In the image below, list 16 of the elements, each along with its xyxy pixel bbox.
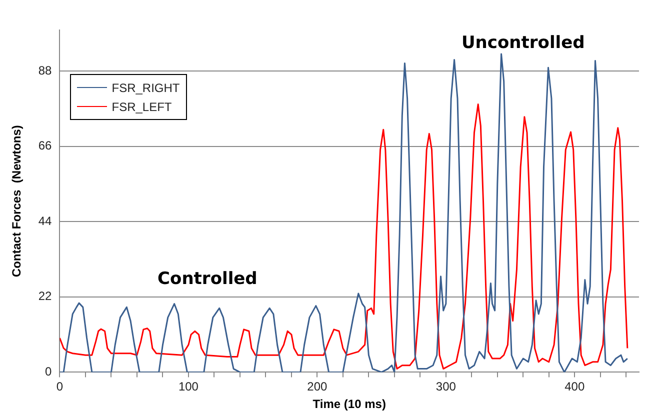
x-tick-label: 0 xyxy=(56,380,64,394)
y-tick-label: 88 xyxy=(38,63,52,78)
annotation: Uncontrolled xyxy=(461,33,585,54)
y-tick-label: 0 xyxy=(45,364,52,379)
x-tick-label: 300 xyxy=(436,380,456,394)
legend-label: FSR_LEFT xyxy=(112,100,172,114)
annotation: Controlled xyxy=(158,269,258,290)
x-axis-title: Time (10 ms) xyxy=(312,397,386,412)
x-tick-label: 400 xyxy=(564,380,585,394)
y-tick-label: 22 xyxy=(38,289,52,304)
x-tick-label: 200 xyxy=(307,380,328,394)
x-tick-label: 100 xyxy=(178,380,199,394)
y-tick-label: 66 xyxy=(38,138,52,153)
legend-label: FSR_RIGHT xyxy=(112,80,180,94)
y-tick-label: 44 xyxy=(38,214,52,228)
y-axis-title: Contact Forces (Newtons) xyxy=(10,125,24,278)
